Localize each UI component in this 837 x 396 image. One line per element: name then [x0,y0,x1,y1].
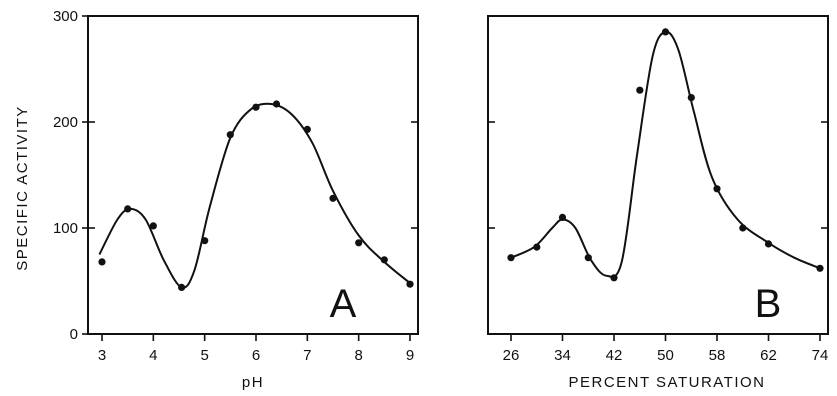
data-point [764,240,773,248]
data-point [636,86,644,94]
panel-a-x-axis-label: pH [242,374,264,391]
data-point [380,256,388,264]
x-tick-label: 3 [98,347,106,364]
panel-a: 0 100 200 300 3 4 5 6 7 8 9 A pH [53,8,419,391]
data-point [507,254,515,262]
data-point [610,274,618,282]
data-point [252,103,260,111]
x-tick-label: 34 [554,347,571,364]
panel-a-x-ticks: 3 4 5 6 7 8 9 [98,334,414,364]
x-tick-label: 9 [406,347,414,364]
panel-b-letter: B [755,282,782,326]
panel-b-x-ticks: 26 34 42 50 58 62 74 [503,334,829,364]
panel-b-frame [487,15,829,335]
x-tick-label: 58 [709,347,726,364]
data-point [584,254,592,262]
data-point [329,194,337,202]
x-tick-label: 42 [606,347,623,364]
panel-a-y-ticks: 0 100 200 300 [53,8,418,343]
x-tick-label: 6 [252,347,260,364]
panel-a-fit-curve [98,102,411,289]
data-point [178,283,186,291]
x-tick-label: 74 [812,347,829,364]
data-point [687,94,695,102]
y-tick-label: 300 [53,8,78,25]
data-point [816,264,824,272]
data-point [98,258,106,266]
data-point [739,224,747,232]
data-point [201,237,209,245]
panel-a-data-points [98,100,414,291]
y-axis-label: SPECIFIC ACTIVITY [14,105,31,271]
data-point [533,243,541,251]
data-point [124,205,132,213]
panel-a-letter: A [330,282,357,326]
panel-a-frame [87,15,419,335]
x-tick-label: 4 [149,347,157,364]
panel-b-y-ticks [488,121,828,229]
panel-b-data-points [507,28,824,282]
data-point [303,125,311,133]
y-tick-label: 0 [70,326,78,343]
x-tick-label: 62 [760,347,777,364]
x-tick-label: 26 [503,347,520,364]
panel-b-x-axis-label: PERCENT SATURATION [568,374,765,391]
data-point [272,100,281,108]
data-point [713,185,721,193]
panel-b: 26 34 42 50 58 62 74 B PERCENT SATURATION [487,15,829,391]
data-point [355,239,363,247]
x-tick-label: 5 [200,347,208,364]
data-point [558,213,567,221]
data-point [661,28,670,36]
panel-b-fit-curve [510,30,821,278]
y-tick-label: 100 [53,220,78,237]
data-point [406,280,414,288]
y-tick-label: 200 [53,114,78,131]
data-point [226,131,234,139]
x-tick-label: 7 [303,347,311,364]
x-tick-label: 50 [657,347,674,364]
data-point [149,222,157,230]
x-tick-label: 8 [354,347,362,364]
